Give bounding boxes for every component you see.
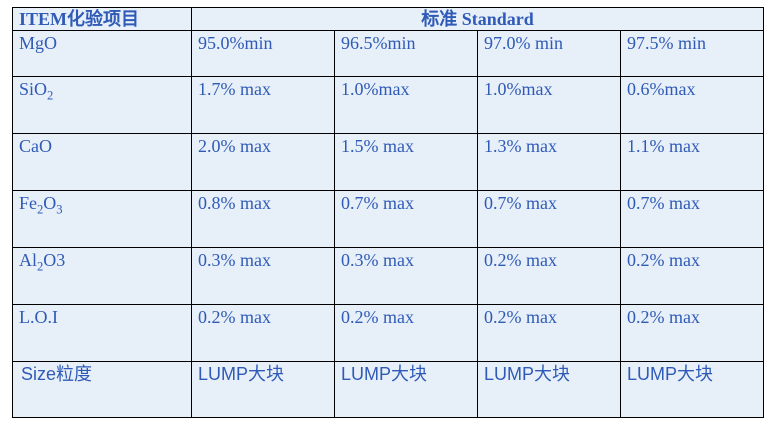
standard-value: 1.7% max (191, 76, 335, 134)
table-row: CaO 2.0% max 1.5% max 1.3% max 1.1% max (12, 133, 765, 191)
table-row: Al2O3 0.3% max 0.3% max 0.2% max 0.2% ma… (12, 247, 765, 305)
table-row: SiO2 1.7% max 1.0%max 1.0%max 0.6%max (12, 76, 765, 134)
standard-value: 0.3% max (334, 247, 478, 305)
formula-subscript: 3 (56, 202, 63, 217)
item-name: Size粒度 (12, 361, 192, 418)
standard-value: 0.6%max (619, 76, 765, 134)
item-name: CaO (12, 133, 192, 191)
item-name: SiO2 (12, 76, 192, 134)
table-row: Fe2O3 0.8% max 0.7% max 0.7% max 0.7% ma… (12, 190, 765, 248)
standard-value: 1.0%max (477, 76, 621, 134)
standard-value: LUMP大块 (477, 361, 621, 418)
formula-part: Fe (19, 193, 37, 213)
formula-main: SiO (19, 79, 48, 99)
standard-value: LUMP大块 (619, 361, 765, 418)
standard-value: 0.2% max (477, 304, 621, 362)
standard-value: 0.2% max (334, 304, 478, 362)
standard-value: 0.2% max (477, 247, 621, 305)
standard-value: 0.7% max (619, 190, 765, 248)
standard-value: 0.2% max (619, 304, 765, 362)
standard-value: LUMP大块 (334, 361, 478, 418)
standard-value: 1.5% max (334, 133, 478, 191)
standard-value: 95.0%min (191, 30, 335, 77)
table-row: Size粒度 LUMP大块 LUMP大块 LUMP大块 LUMP大块 (12, 361, 765, 418)
item-name: MgO (12, 30, 192, 77)
standard-value: 0.7% max (334, 190, 478, 248)
standard-value: 0.3% max (191, 247, 335, 305)
header-row: ITEM化验项目 标准 Standard (12, 7, 765, 31)
formula-part: O3 (43, 250, 66, 270)
item-name: Fe2O3 (12, 190, 192, 248)
item-header: ITEM化验项目 (12, 7, 192, 31)
formula-part: O (43, 193, 57, 213)
formula-subscript: 2 (47, 88, 54, 103)
item-name: L.O.I (12, 304, 192, 362)
standard-value: 1.0%max (334, 76, 478, 134)
standard-value: LUMP大块 (191, 361, 335, 418)
standard-value: 97.0% min (477, 30, 621, 77)
standard-value: 1.1% max (619, 133, 765, 191)
standard-value: 96.5%min (334, 30, 478, 77)
table-row: L.O.I 0.2% max 0.2% max 0.2% max 0.2% ma… (12, 304, 765, 362)
standard-value: 0.2% max (619, 247, 765, 305)
formula-part: Al (19, 250, 37, 270)
formula-subscript: 2 (37, 202, 44, 217)
item-name: Al2O3 (12, 247, 192, 305)
standard-value: 97.5% min (619, 30, 765, 77)
standard-value: 2.0% max (191, 133, 335, 191)
standard-value: 0.7% max (477, 190, 621, 248)
standard-value: 0.8% max (191, 190, 335, 248)
formula-subscript: 2 (37, 259, 44, 274)
standard-header: 标准 Standard (190, 7, 765, 31)
standard-value: 0.2% max (191, 304, 335, 362)
standard-value: 1.3% max (477, 133, 621, 191)
specification-table: ITEM化验项目 标准 Standard MgO 95.0%min 96.5%m… (12, 7, 765, 418)
table-row: MgO 95.0%min 96.5%min 97.0% min 97.5% mi… (12, 30, 765, 77)
